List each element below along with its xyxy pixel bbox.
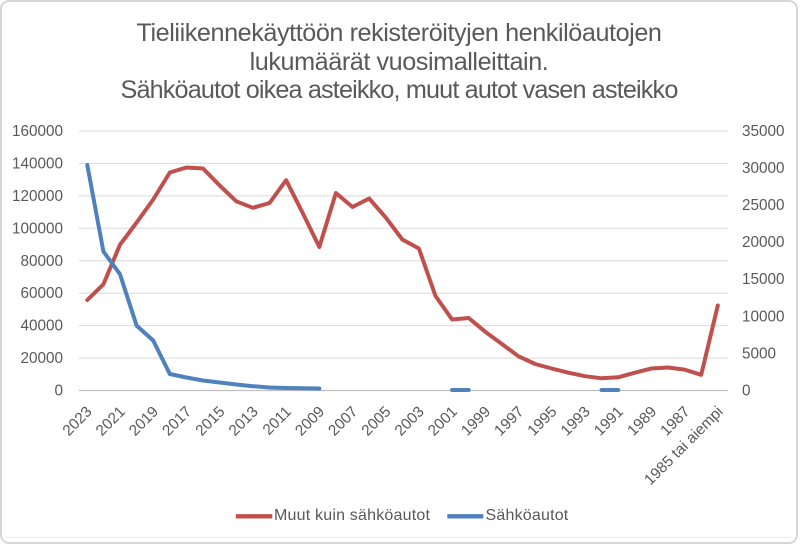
svg-text:20000: 20000 — [20, 350, 63, 367]
svg-text:35000: 35000 — [742, 123, 785, 140]
svg-text:2009: 2009 — [292, 403, 328, 439]
svg-text:1991: 1991 — [591, 403, 627, 439]
svg-text:2003: 2003 — [392, 403, 428, 439]
svg-text:2019: 2019 — [126, 403, 162, 439]
svg-text:2021: 2021 — [93, 403, 129, 439]
svg-text:1999: 1999 — [458, 403, 494, 439]
svg-text:2023: 2023 — [60, 403, 96, 439]
svg-text:Sähköautot: Sähköautot — [486, 507, 569, 524]
svg-text:1997: 1997 — [491, 403, 527, 439]
svg-text:0: 0 — [742, 383, 751, 400]
svg-text:2005: 2005 — [358, 403, 394, 439]
svg-text:2015: 2015 — [192, 403, 228, 439]
svg-text:1989: 1989 — [624, 403, 660, 439]
svg-text:20000: 20000 — [742, 234, 785, 251]
svg-text:80000: 80000 — [20, 253, 63, 270]
svg-text:160000: 160000 — [12, 123, 63, 140]
svg-text:Muut kuin sähköautot: Muut kuin sähköautot — [274, 507, 430, 524]
svg-text:120000: 120000 — [12, 188, 63, 205]
svg-text:30000: 30000 — [742, 160, 785, 177]
svg-text:25000: 25000 — [742, 197, 785, 214]
svg-text:140000: 140000 — [12, 155, 63, 172]
svg-text:5000: 5000 — [742, 345, 776, 362]
svg-text:1993: 1993 — [558, 403, 594, 439]
svg-text:1995: 1995 — [524, 403, 560, 439]
svg-text:0: 0 — [54, 383, 63, 400]
svg-text:15000: 15000 — [742, 271, 785, 288]
svg-text:2011: 2011 — [260, 403, 295, 438]
svg-text:2007: 2007 — [325, 403, 361, 439]
svg-text:10000: 10000 — [742, 308, 785, 325]
svg-text:40000: 40000 — [20, 318, 63, 335]
svg-text:60000: 60000 — [20, 285, 63, 302]
svg-text:2001: 2001 — [425, 403, 461, 439]
svg-text:2017: 2017 — [159, 403, 195, 439]
svg-text:2013: 2013 — [226, 403, 262, 439]
svg-text:100000: 100000 — [12, 220, 63, 237]
